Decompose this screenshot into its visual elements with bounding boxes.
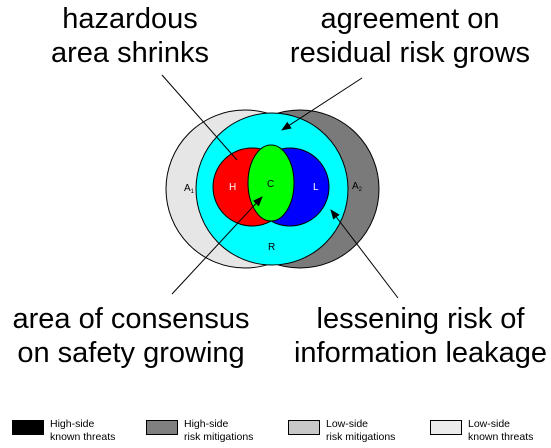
legend-label-line: High-side	[184, 418, 229, 430]
label-c: C	[267, 179, 274, 190]
label-l: L	[313, 182, 319, 193]
legend-label: High-side risk mitigations	[184, 418, 253, 444]
label-a2: A2	[352, 181, 363, 193]
legend-label-line: known threats	[50, 431, 116, 443]
arrow-agreement-on-residual-risk	[281, 77, 363, 131]
pointer-hazardous-area	[161, 74, 238, 161]
caption-line: agreement on	[320, 3, 500, 35]
legend-label-line: High-side	[50, 418, 95, 430]
caption-line: area of consensus	[12, 303, 250, 335]
legend-label: Low-side risk mitigations	[326, 418, 395, 444]
legend-swatch	[12, 420, 44, 435]
legend-label: Low-side known threats	[468, 418, 533, 444]
legend-label-line: known threats	[468, 431, 534, 443]
label-a1: A1	[184, 183, 195, 195]
legend-swatch	[430, 420, 462, 435]
arrow-area-of-consensus	[171, 196, 263, 295]
legend-swatch	[288, 420, 320, 435]
legend-label: High-side known threats	[50, 418, 115, 444]
legend-label-line: Low-side	[326, 418, 369, 430]
caption-line: residual risk grows	[289, 37, 531, 69]
caption-line: lessening risk of	[316, 303, 525, 335]
arrow-information-leakage	[330, 209, 399, 299]
legend-label-line: risk mitigations	[326, 431, 396, 443]
legend-swatch	[146, 420, 178, 435]
caption-area-of-consensus: area of consensus on safety growing	[0, 302, 262, 370]
caption-hazardous-area-shrinks: hazardous area shrinks	[20, 2, 240, 70]
label-h: H	[229, 182, 236, 193]
caption-lessening-risk: lessening risk of information leakage	[290, 302, 551, 370]
caption-agreement-on-residual-risk: agreement on residual risk grows	[270, 2, 550, 70]
label-r: R	[268, 242, 275, 253]
caption-line: on safety growing	[17, 337, 245, 369]
caption-line: area shrinks	[51, 37, 209, 69]
legend-label-line: risk mitigations	[184, 431, 254, 443]
caption-line: hazardous	[62, 3, 198, 35]
legend-label-line: Low-side	[468, 418, 511, 430]
caption-line: information leakage	[293, 337, 548, 369]
